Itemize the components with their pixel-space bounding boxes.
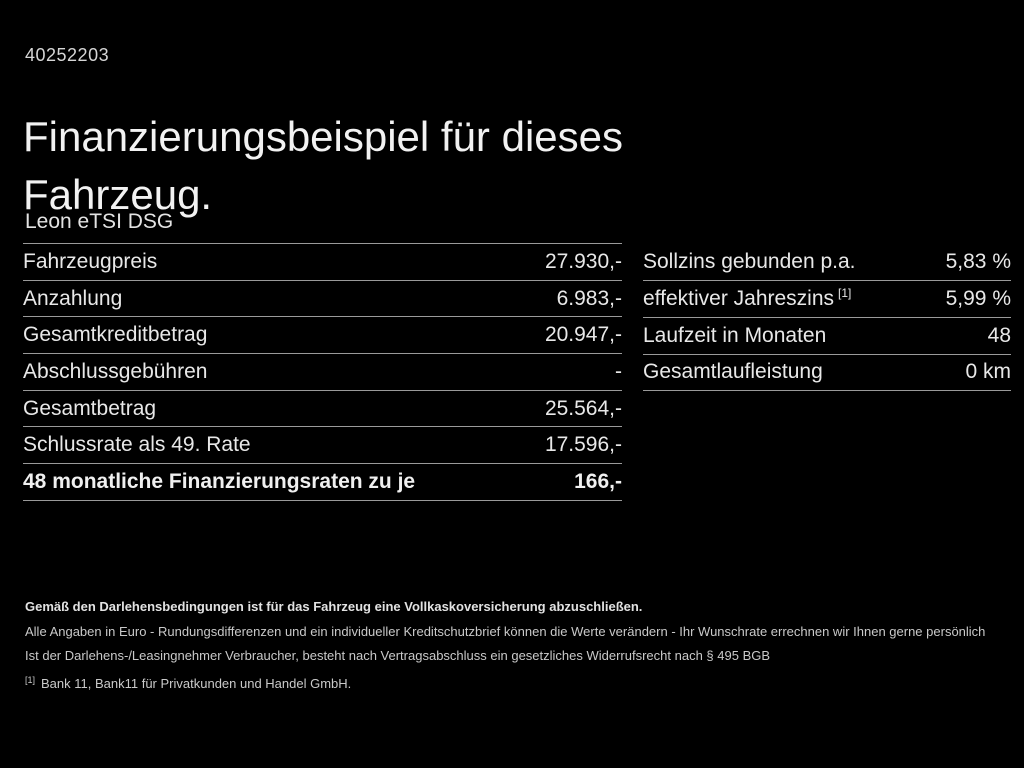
row-label: Anzahlung (23, 286, 123, 310)
legal-footer: Gemäß den Darlehensbedingungen ist für d… (25, 599, 1010, 692)
table-row-sollzins: Sollzins gebunden p.a. 5,83 % (643, 245, 1011, 282)
row-value: 166,- (574, 469, 622, 493)
vehicle-model: Leon eTSI DSG (25, 210, 174, 233)
table-row-gesamtlaufleistung: Gesamtlaufleistung 0 km (643, 355, 1011, 392)
row-value: 25.564,- (544, 396, 622, 420)
table-row-gesamtbetrag: Gesamtbetrag 25.564,- (23, 391, 622, 428)
row-label-text: effektiver Jahreszins (643, 287, 835, 311)
row-value: - (615, 359, 622, 383)
row-label: Sollzins gebunden p.a. (643, 250, 856, 274)
row-label: effektiver Jahreszins [1] (643, 287, 851, 311)
table-row-fahrzeugpreis: Fahrzeugpreis 27.930,- (23, 244, 622, 281)
bank-footnote-text: Bank 11, Bank11 für Privatkunden und Han… (41, 676, 352, 691)
offer-reference-number: 40252203 (25, 45, 110, 65)
table-row-effektiver-jahreszins: effektiver Jahreszins [1] 5,99 % (643, 281, 1011, 318)
row-value: 6.983,- (556, 286, 622, 310)
page-title: Finanzierungsbeispiel für dieses Fahrzeu… (23, 113, 623, 219)
euro-disclaimer-note: Alle Angaben in Euro - Rundungsdifferenz… (25, 624, 986, 639)
row-label: Laufzeit in Monaten (643, 323, 827, 347)
row-label: Gesamtkreditbetrag (23, 323, 208, 347)
row-label: Fahrzeugpreis (23, 249, 158, 273)
table-row-laufzeit: Laufzeit in Monaten 48 (643, 318, 1011, 355)
row-label: Schlussrate als 49. Rate (23, 433, 251, 457)
row-label: Gesamtlaufleistung (643, 360, 823, 384)
financing-table: Fahrzeugpreis 27.930,- Anzahlung 6.983,-… (23, 243, 622, 501)
footnote-marker: [1] (25, 674, 36, 685)
row-value: 0 km (965, 360, 1011, 384)
row-value: 17.596,- (544, 433, 622, 457)
footnote-marker: [1] (838, 286, 852, 301)
insurance-requirement-note: Gemäß den Darlehensbedingungen ist für d… (25, 599, 643, 614)
row-label: Gesamtbetrag (23, 396, 157, 420)
row-label: 48 monatliche Finanzierungsraten zu je (23, 469, 416, 493)
row-value: 5,83 % (945, 250, 1011, 274)
row-label: Abschlussgebühren (23, 359, 208, 383)
row-value: 27.930,- (544, 249, 622, 273)
table-row-gesamtkreditbetrag: Gesamtkreditbetrag 20.947,- (23, 317, 622, 355)
table-row-abschlussgebuehren: Abschlussgebühren - (23, 354, 622, 391)
table-row-monatsrate: 48 monatliche Finanzierungsraten zu je 1… (23, 464, 622, 501)
row-value: 5,99 % (945, 287, 1011, 311)
row-value: 20.947,- (544, 323, 622, 347)
table-row-schlussrate: Schlussrate als 49. Rate 17.596,- (23, 427, 622, 465)
row-value: 48 (987, 323, 1011, 347)
table-row-anzahlung: Anzahlung 6.983,- (23, 281, 622, 318)
bank-footnote: [1] Bank 11, Bank11 für Privatkunden und … (25, 674, 1010, 692)
withdrawal-right-note: Ist der Darlehens-/Leasingnehmer Verbrau… (25, 648, 771, 663)
conditions-table: Sollzins gebunden p.a. 5,83 % effektiver… (643, 243, 1011, 392)
